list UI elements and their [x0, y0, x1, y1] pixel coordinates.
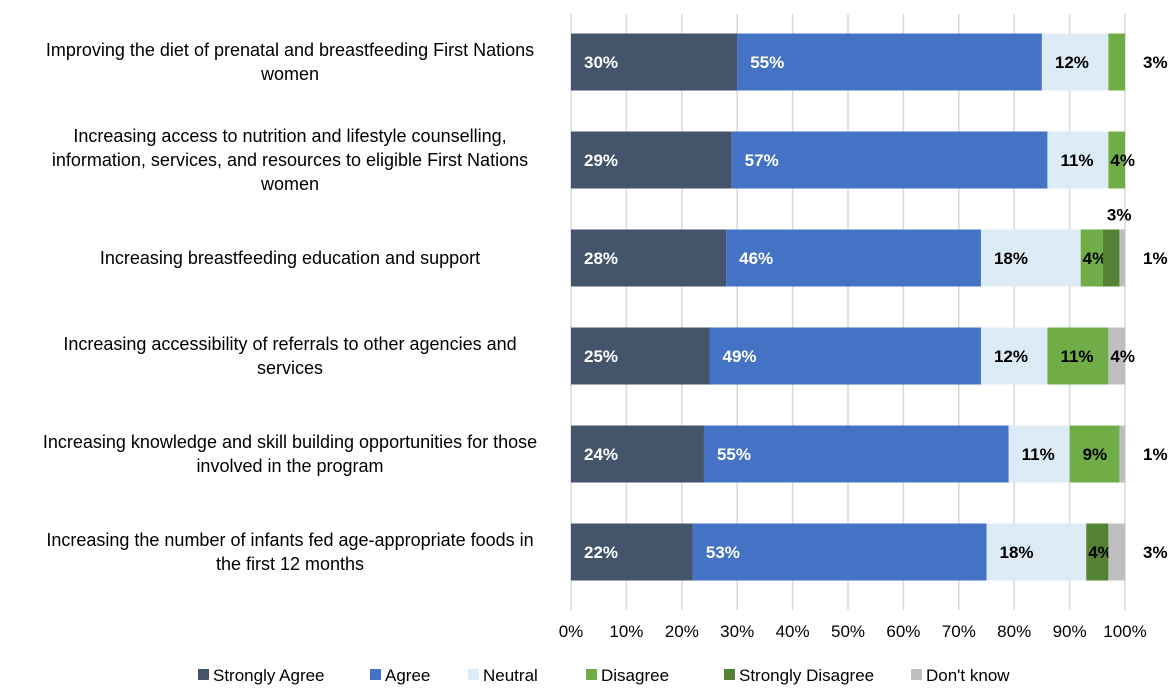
category-label: Increasing access to nutrition and lifes…: [73, 126, 506, 146]
bar-segment-strongly-agree: [571, 229, 727, 287]
bar-segment-neutral: [1041, 33, 1109, 91]
bar-segment-agree: [709, 327, 981, 385]
data-label: 53%: [706, 543, 740, 562]
bar-segment-disagree: [1108, 131, 1125, 189]
x-tick-label: 80%: [997, 622, 1031, 641]
legend-swatch: [370, 669, 381, 680]
x-tick-label: 100%: [1103, 622, 1146, 641]
category-label: Increasing knowledge and skill building …: [43, 432, 537, 452]
bar-segment-disagree: [1047, 327, 1109, 385]
data-label: 4%: [1110, 151, 1135, 170]
bar-segment-don-t-know: [1108, 327, 1125, 385]
bar-segment-neutral: [986, 523, 1087, 581]
x-tick-label: 0%: [559, 622, 584, 641]
category-label: Increasing breastfeeding education and s…: [100, 248, 480, 268]
data-label: 57%: [745, 151, 779, 170]
data-label: 18%: [994, 249, 1028, 268]
legend-label: Strongly Disagree: [739, 666, 874, 685]
data-label: 29%: [584, 151, 618, 170]
legend-label: Neutral: [483, 666, 538, 685]
bar-segment-strongly-agree: [571, 131, 732, 189]
bar-segment-agree: [731, 131, 1048, 189]
bar-segment-disagree: [1069, 425, 1120, 483]
bar-segment-neutral: [980, 327, 1048, 385]
data-label: 4%: [1083, 249, 1108, 268]
data-label: 25%: [584, 347, 618, 366]
bar-segment-don-t-know: [1119, 425, 1125, 483]
bar-segment-strongly-agree: [571, 425, 704, 483]
bar-segment-strongly-disagree: [1086, 523, 1109, 581]
category-label: involved in the program: [196, 456, 383, 476]
data-label: 3%: [1143, 543, 1168, 562]
bar-segment-strongly-agree: [571, 327, 710, 385]
x-tick-label: 30%: [720, 622, 754, 641]
bar-segment-strongly-agree: [571, 523, 693, 581]
data-label: 3%: [1143, 53, 1168, 72]
x-tick-label: 10%: [609, 622, 643, 641]
bar-segment-neutral: [1047, 131, 1109, 189]
data-label: 46%: [739, 249, 773, 268]
category-label: information, services, and resources to …: [52, 150, 528, 170]
category-label: women: [260, 174, 319, 194]
data-label: 3%: [1107, 206, 1132, 225]
bar-segment-don-t-know: [1119, 229, 1125, 287]
x-tick-label: 50%: [831, 622, 865, 641]
bar-segment-neutral: [980, 229, 1081, 287]
data-label: 11%: [1060, 151, 1093, 170]
data-label: 24%: [584, 445, 618, 464]
legend-label: Agree: [385, 666, 430, 685]
legend-swatch: [468, 669, 479, 680]
data-label: 1%: [1143, 445, 1168, 464]
category-label: Increasing accessibility of referrals to…: [63, 334, 516, 354]
data-label: 12%: [994, 347, 1028, 366]
data-label: 11%: [1060, 347, 1093, 366]
bar-segment-agree: [703, 425, 1009, 483]
data-label: 1%: [1143, 249, 1168, 268]
x-tick-label: 90%: [1053, 622, 1087, 641]
bar-segment-strongly-disagree: [1102, 229, 1120, 287]
category-label: Increasing the number of infants fed age…: [46, 530, 533, 550]
bar-segment-agree: [692, 523, 987, 581]
data-label: 55%: [750, 53, 784, 72]
x-tick-label: 70%: [942, 622, 976, 641]
legend-swatch: [911, 669, 922, 680]
category-label: the first 12 months: [216, 554, 364, 574]
data-label: 30%: [584, 53, 618, 72]
bar-segment-neutral: [1008, 425, 1070, 483]
data-label: 28%: [584, 249, 618, 268]
legend-swatch: [586, 669, 597, 680]
data-label: 4%: [1110, 347, 1135, 366]
bar-segment-agree: [726, 229, 981, 287]
data-label: 12%: [1055, 53, 1089, 72]
data-label: 22%: [584, 543, 618, 562]
x-tick-label: 20%: [665, 622, 699, 641]
data-label: 4%: [1088, 543, 1113, 562]
x-tick-label: 40%: [776, 622, 810, 641]
data-label: 11%: [1022, 445, 1055, 464]
bar-segment-disagree: [1080, 229, 1103, 287]
legend-label: Strongly Agree: [213, 666, 325, 685]
legend-swatch: [724, 669, 735, 680]
data-label: 18%: [1000, 543, 1034, 562]
bar-segment-agree: [737, 33, 1042, 91]
data-label: 49%: [723, 347, 757, 366]
bar-segment-don-t-know: [1108, 523, 1125, 581]
category-label: Improving the diet of prenatal and breas…: [46, 40, 534, 60]
x-tick-label: 60%: [886, 622, 920, 641]
legend-label: Don't know: [926, 666, 1010, 685]
legend-label: Disagree: [601, 666, 669, 685]
data-label: 55%: [717, 445, 751, 464]
category-label: women: [260, 64, 319, 84]
legend-swatch: [198, 669, 209, 680]
data-label: 9%: [1083, 445, 1108, 464]
bar-segment-strongly-agree: [571, 33, 738, 91]
bar-segment-disagree: [1108, 33, 1125, 91]
category-label: services: [257, 358, 323, 378]
